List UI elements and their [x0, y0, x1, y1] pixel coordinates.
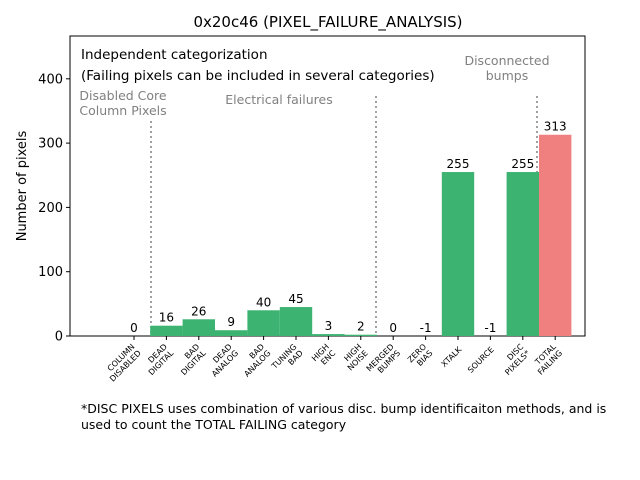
bar-value-label: 2	[357, 320, 365, 334]
footnote: *DISC PIXELS uses combination of various…	[81, 401, 607, 432]
bar	[344, 334, 377, 336]
y-tick-label: 0	[55, 330, 63, 345]
bar-value-label: -1	[420, 321, 432, 335]
chart-title: 0x20c46 (PIXEL_FAILURE_ANALYSIS)	[193, 13, 462, 32]
x-tick-label: ZEROBIAS	[406, 342, 435, 371]
x-tick-label: BADDIGITAL	[173, 342, 208, 377]
group-label: Disabled Core Column Pixels	[79, 88, 167, 118]
y-tick-label: 200	[38, 201, 63, 216]
bar	[150, 325, 183, 336]
bar-value-label: 255	[447, 157, 470, 171]
group-labels: Disabled Core Column Pixels Electrical fai…	[79, 53, 549, 118]
bar-value-label: 3	[325, 319, 333, 333]
bar-value-label: 0	[130, 321, 138, 335]
annotation-line-2: (Failing pixels can be included in sever…	[81, 68, 435, 84]
bar-value-label: 9	[227, 315, 235, 329]
y-axis: 0 100 200 300 400	[38, 72, 70, 345]
annotation-line-1: Independent categorization	[81, 47, 268, 63]
bar	[312, 334, 345, 336]
group-label: Electrical failures	[225, 92, 332, 107]
x-axis: COLUMNDISABLED DEADDIGITAL BADDIGITAL DEADA…	[102, 336, 565, 384]
bar-value-label: 40	[256, 295, 271, 309]
x-tick-label: XTALK	[440, 345, 464, 369]
bar-value-label: 255	[511, 157, 534, 171]
x-tick-label: TOTALFAILING	[530, 342, 565, 377]
bar-value-label: 16	[159, 311, 174, 325]
bar	[279, 307, 313, 336]
x-tick-label: SOURCE	[466, 345, 496, 375]
bar	[215, 330, 248, 336]
bar	[441, 172, 475, 336]
bar	[182, 319, 215, 336]
x-tick-label: BADANALOG	[236, 342, 272, 378]
x-tick-label: HIGHENC	[310, 342, 338, 370]
y-axis-label: Number of pixels	[15, 130, 30, 241]
group-dividers	[150, 96, 538, 336]
x-tick-label: DEADDIGITAL	[141, 342, 176, 377]
bar-value-label: 45	[288, 292, 303, 306]
y-tick-label: 300	[38, 137, 63, 152]
group-label: Disconnected bumps	[464, 53, 549, 83]
y-tick-label: 100	[38, 265, 63, 280]
x-tick-label: COLUMNDISABLED	[102, 342, 143, 383]
x-tick-label: TUNINGBAD	[269, 342, 305, 378]
bar	[506, 172, 539, 336]
x-tick-label: DEADANALOG	[204, 342, 240, 378]
bar	[539, 134, 572, 336]
bar-value-label: -1	[484, 321, 496, 335]
bar-value-label: 26	[191, 304, 206, 318]
bars: 0 16 26 9 40 45 3 2 0 -1 255 -1 255 313	[130, 120, 572, 336]
bar-value-label: 0	[389, 321, 397, 335]
y-tick-label: 400	[38, 72, 63, 87]
bar-value-label: 313	[544, 120, 567, 134]
x-tick-label: DISCPIXELS*	[497, 342, 532, 377]
bar	[247, 310, 280, 336]
x-tick-label: MERGEDBUMPS	[365, 342, 402, 379]
